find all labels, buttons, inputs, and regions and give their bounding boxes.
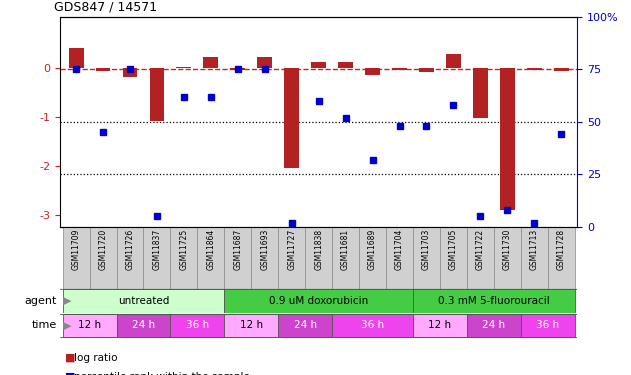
- Text: 0.3 mM 5-fluorouracil: 0.3 mM 5-fluorouracil: [438, 296, 550, 306]
- Bar: [69, 48, 83, 68]
- Text: GSM11728: GSM11728: [557, 229, 566, 270]
- Text: GSM11703: GSM11703: [422, 229, 431, 270]
- Bar: [177, 67, 191, 68]
- Text: GSM11726: GSM11726: [126, 229, 134, 270]
- Text: 12 h: 12 h: [78, 320, 101, 330]
- Bar: [278, 227, 305, 289]
- Bar: [521, 314, 575, 337]
- Bar: [554, 68, 569, 71]
- Text: GSM11705: GSM11705: [449, 229, 458, 270]
- Bar: [440, 227, 467, 289]
- Bar: [332, 314, 413, 337]
- Bar: [225, 227, 251, 289]
- Text: GSM11681: GSM11681: [341, 229, 350, 270]
- Text: GSM11725: GSM11725: [179, 229, 189, 270]
- Text: GSM11709: GSM11709: [71, 229, 81, 270]
- Bar: [62, 227, 90, 289]
- Text: GSM11838: GSM11838: [314, 229, 323, 270]
- Text: GSM11837: GSM11837: [153, 229, 162, 270]
- Bar: [467, 227, 494, 289]
- Bar: [365, 68, 380, 75]
- Bar: [117, 314, 170, 337]
- Text: time: time: [32, 320, 57, 330]
- Bar: [96, 68, 110, 70]
- Bar: [257, 57, 272, 68]
- Text: GSM11687: GSM11687: [233, 229, 242, 270]
- Bar: [225, 289, 413, 313]
- Text: ▶: ▶: [63, 320, 71, 330]
- Text: ■: ■: [65, 372, 76, 375]
- Text: GSM11727: GSM11727: [287, 229, 296, 270]
- Text: ▶: ▶: [63, 296, 71, 306]
- Bar: [198, 227, 225, 289]
- Bar: [311, 62, 326, 68]
- Bar: [122, 68, 138, 77]
- Text: 12 h: 12 h: [428, 320, 452, 330]
- Bar: [305, 227, 332, 289]
- Bar: [419, 68, 434, 72]
- Bar: [446, 54, 461, 68]
- Text: 0.9 uM doxorubicin: 0.9 uM doxorubicin: [269, 296, 369, 306]
- Bar: [359, 227, 386, 289]
- Text: GSM11722: GSM11722: [476, 229, 485, 270]
- Text: 36 h: 36 h: [536, 320, 559, 330]
- Bar: [473, 68, 488, 118]
- Text: log ratio: log ratio: [74, 353, 117, 363]
- Text: GSM11693: GSM11693: [260, 229, 269, 270]
- Bar: [386, 227, 413, 289]
- Bar: [527, 68, 541, 70]
- Text: GSM11864: GSM11864: [206, 229, 215, 270]
- Text: ■: ■: [65, 353, 76, 363]
- Bar: [413, 227, 440, 289]
- Text: GSM11704: GSM11704: [395, 229, 404, 270]
- Bar: [278, 314, 332, 337]
- Text: 36 h: 36 h: [186, 320, 209, 330]
- Text: GSM11689: GSM11689: [368, 229, 377, 270]
- Bar: [230, 68, 245, 70]
- Text: 12 h: 12 h: [240, 320, 263, 330]
- Text: 24 h: 24 h: [132, 320, 155, 330]
- Bar: [170, 227, 198, 289]
- Bar: [494, 227, 521, 289]
- Bar: [521, 227, 548, 289]
- Bar: [251, 227, 278, 289]
- Bar: [62, 314, 117, 337]
- Text: percentile rank within the sample: percentile rank within the sample: [74, 372, 250, 375]
- Bar: [548, 227, 575, 289]
- Bar: [338, 62, 353, 68]
- Bar: [467, 314, 521, 337]
- Bar: [332, 227, 359, 289]
- Text: 24 h: 24 h: [293, 320, 317, 330]
- Text: GSM11730: GSM11730: [503, 229, 512, 270]
- Text: 36 h: 36 h: [361, 320, 384, 330]
- Text: untreated: untreated: [118, 296, 169, 306]
- Text: GDS847 / 14571: GDS847 / 14571: [54, 0, 156, 13]
- Bar: [143, 227, 170, 289]
- Bar: [285, 68, 299, 168]
- Text: agent: agent: [25, 296, 57, 306]
- Bar: [225, 314, 278, 337]
- Bar: [413, 289, 575, 313]
- Bar: [170, 314, 225, 337]
- Bar: [500, 68, 515, 210]
- Bar: [90, 227, 117, 289]
- Bar: [62, 289, 225, 313]
- Bar: [117, 227, 143, 289]
- Bar: [413, 314, 467, 337]
- Text: GSM11713: GSM11713: [530, 229, 539, 270]
- Bar: [203, 57, 218, 68]
- Bar: [392, 68, 407, 70]
- Text: 24 h: 24 h: [482, 320, 505, 330]
- Bar: [150, 68, 164, 121]
- Text: GSM11720: GSM11720: [98, 229, 107, 270]
